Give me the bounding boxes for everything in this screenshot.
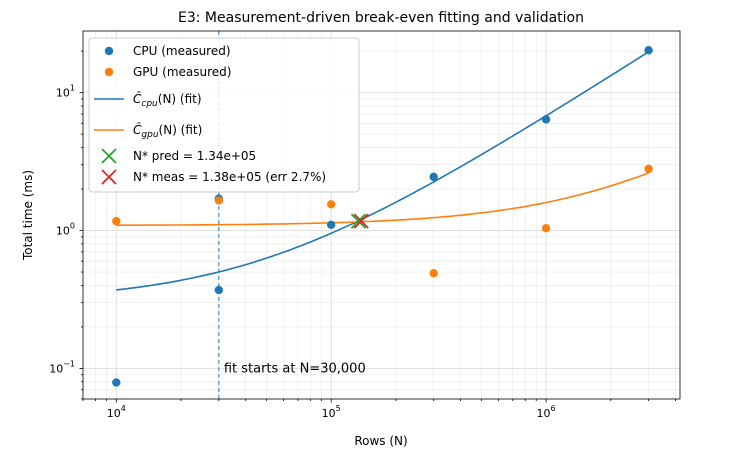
cpu-measured-point [429,172,438,182]
fit-start-annotation: fit starts at N=30,000 [224,361,366,376]
y-axis-label: Total time (ms) [21,170,35,261]
legend-point-handle [104,46,114,56]
gpu-measured-point [214,196,224,205]
legend-point-handle [104,67,114,77]
cpu-measured-point [326,220,336,230]
legend: CPU (measured) GPU (measured) Ĉcpu(N) (fit… [88,37,360,193]
legend-label: CPU (measured) [133,44,231,58]
cpu-measured-point [112,378,121,387]
y-tick-label: 100 [56,222,75,238]
plot-frame [82,30,681,400]
nstar-meas-marker [353,213,369,229]
marker-stroke [350,213,367,229]
y-tick-label: 10−1 [49,359,75,375]
fit-line-gpu [116,172,649,227]
legend-label: N* meas = 1.38e+05 (err 2.7%) [133,170,326,184]
gpu-measured-point [112,216,121,226]
x-tick-label: 106 [537,404,556,420]
legend-label: Ĉcpu(N) (fit) [133,91,202,109]
legend-marker-handle [101,169,117,185]
marker-stroke [353,213,369,229]
fit-line-cpu [116,51,650,291]
legend-box [88,37,360,193]
legend-label: GPU (measured) [133,65,231,79]
x-axis-label: Rows (N) [354,434,407,448]
x-tick-label: 105 [322,404,341,420]
y-tick-label: 101 [56,84,75,100]
gpu-measured-point [326,200,336,209]
cpu-measured-point [644,46,653,55]
chart-title: E3: Measurement-driven break-even fittin… [178,10,584,26]
legend-label: N* pred = 1.34e+05 [133,149,256,163]
gpu-measured-point [644,164,653,174]
plot-area: fit starts at N=30,000 [112,31,653,399]
nstar-pred-marker [350,213,367,229]
axis-ticks: 104 105 106 10−1 100 101 [49,50,676,420]
gpu-measured-point [541,223,551,233]
cpu-measured-point [541,115,551,124]
cpu-measured-point [214,285,224,295]
x-tick-label: 104 [107,404,126,420]
legend-marker-handle [101,148,117,164]
gpu-measured-point [429,269,438,278]
legend-label: Ĉgpu(N) (fit) [133,122,202,140]
